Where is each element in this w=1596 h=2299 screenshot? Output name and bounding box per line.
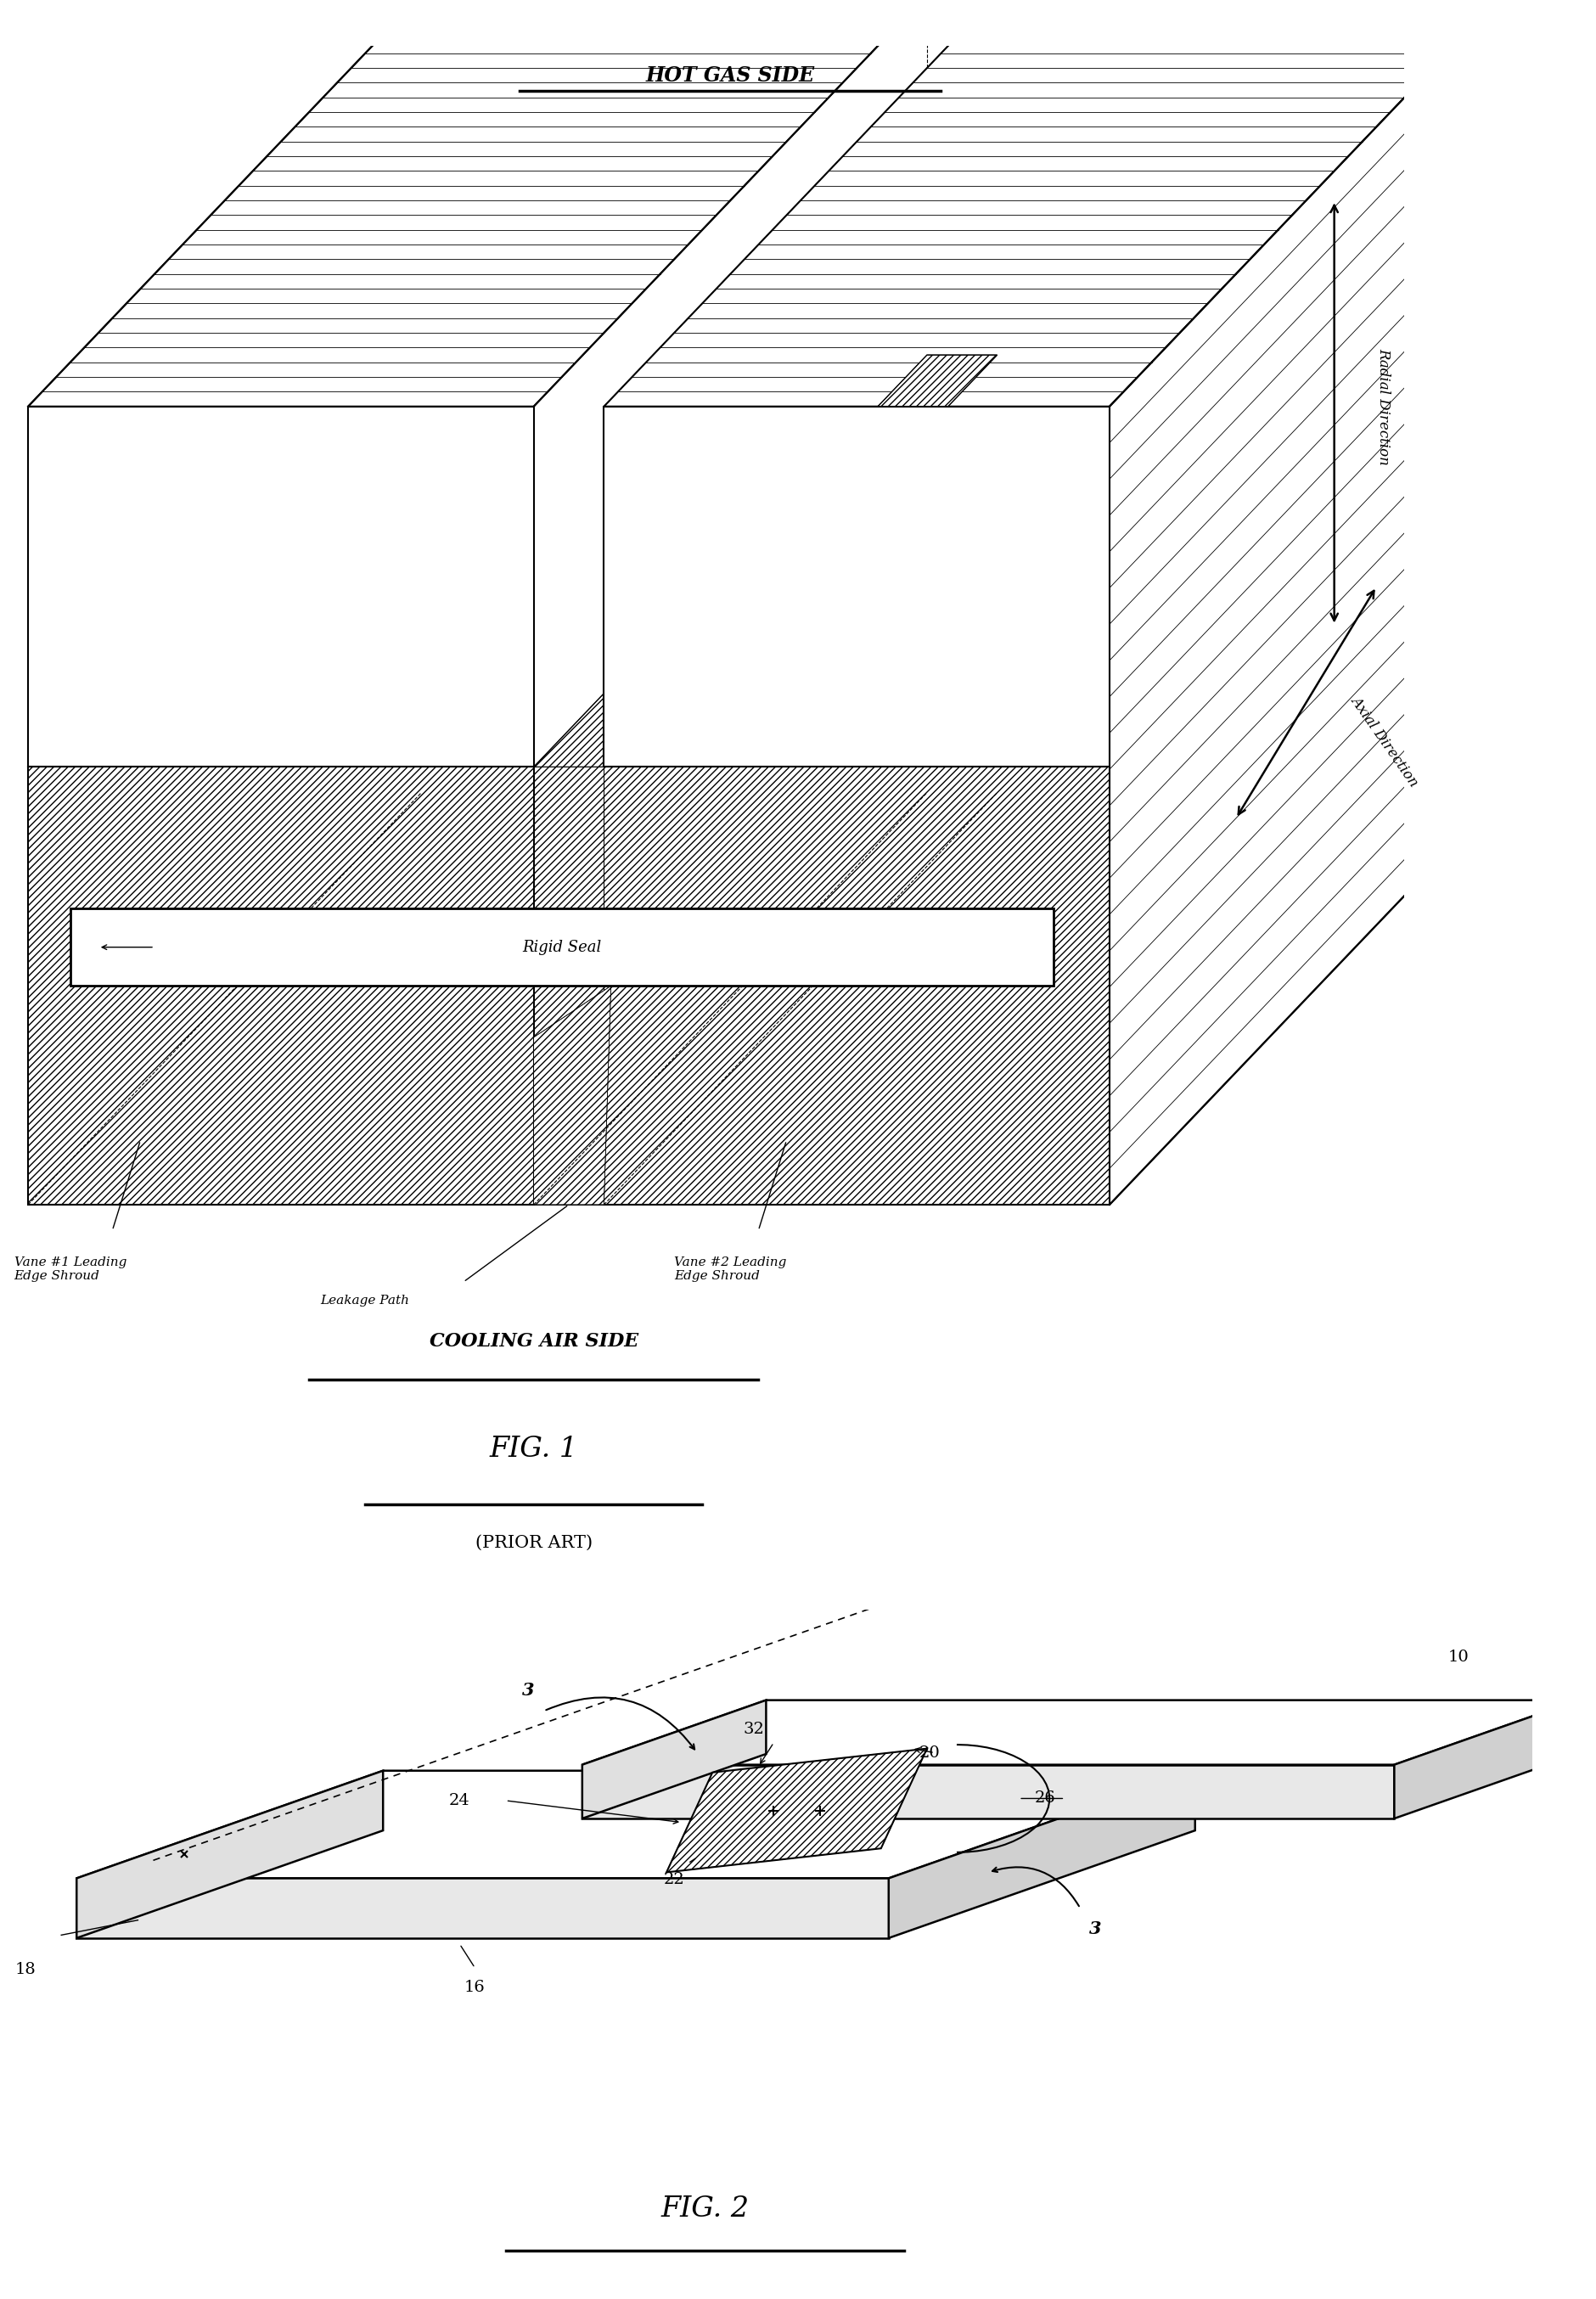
- Polygon shape: [1109, 0, 1503, 1205]
- Text: HOT GAS SIDE: HOT GAS SIDE: [646, 64, 816, 85]
- Polygon shape: [70, 908, 1053, 986]
- Text: (PRIOR ART): (PRIOR ART): [476, 1536, 592, 1552]
- Text: 26: 26: [1034, 1791, 1055, 1807]
- Text: FIG. 1: FIG. 1: [490, 1435, 578, 1462]
- Text: Leakage Path: Leakage Path: [321, 1294, 410, 1306]
- Polygon shape: [603, 407, 1109, 768]
- Polygon shape: [603, 768, 1109, 1205]
- Polygon shape: [889, 1770, 1195, 1938]
- Polygon shape: [533, 768, 603, 1205]
- Polygon shape: [77, 1770, 1195, 1878]
- Text: 3: 3: [522, 1683, 535, 1699]
- Polygon shape: [77, 1770, 383, 1938]
- Text: 22: 22: [664, 1871, 685, 1887]
- Polygon shape: [583, 1701, 766, 1819]
- Polygon shape: [583, 1701, 1578, 1766]
- Polygon shape: [533, 354, 997, 768]
- Text: 16: 16: [464, 1979, 485, 1996]
- Polygon shape: [583, 1766, 1395, 1819]
- Text: 32: 32: [744, 1722, 764, 1736]
- Text: Vane #2 Leading
Edge Shroud: Vane #2 Leading Edge Shroud: [674, 1255, 787, 1283]
- Polygon shape: [667, 1750, 927, 1871]
- Text: 18: 18: [16, 1961, 37, 1977]
- Text: Radial Direction: Radial Direction: [1376, 347, 1390, 464]
- Polygon shape: [77, 1878, 889, 1938]
- Text: Vane #1 Leading
Edge Shroud: Vane #1 Leading Edge Shroud: [14, 1255, 126, 1283]
- Polygon shape: [29, 0, 927, 407]
- Text: Axial Direction: Axial Direction: [1349, 694, 1422, 789]
- Text: 3: 3: [1090, 1920, 1101, 1938]
- Text: 10: 10: [1448, 1648, 1468, 1664]
- Text: COOLING AIR SIDE: COOLING AIR SIDE: [429, 1331, 638, 1352]
- Text: FIG. 2: FIG. 2: [661, 2196, 749, 2223]
- Polygon shape: [29, 768, 533, 1205]
- Text: Rigid Seal: Rigid Seal: [522, 940, 602, 954]
- Text: 24: 24: [448, 1793, 471, 1809]
- Polygon shape: [533, 986, 611, 1205]
- Polygon shape: [29, 407, 533, 768]
- Text: 20: 20: [919, 1745, 940, 1761]
- Polygon shape: [603, 0, 1503, 407]
- Polygon shape: [1395, 1701, 1578, 1819]
